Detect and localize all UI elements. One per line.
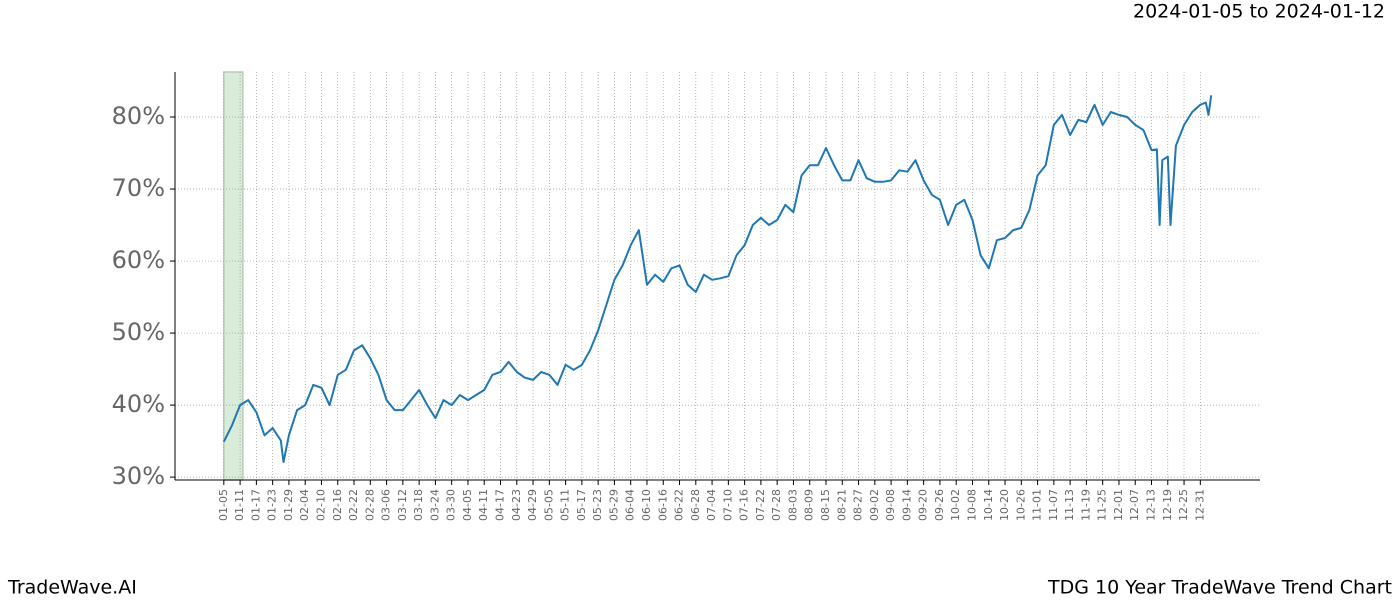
x-tick-label: 11-01 — [1031, 489, 1044, 521]
y-tick-label: 50% — [112, 318, 165, 346]
x-tick-label: 11-13 — [1063, 489, 1076, 521]
x-tick-label: 07-28 — [770, 489, 783, 521]
x-tick-label: 01-11 — [233, 489, 246, 521]
x-tick-label: 02-10 — [314, 489, 327, 521]
x-tick-label: 12-13 — [1145, 489, 1158, 521]
x-tick-label: 11-07 — [1047, 489, 1060, 521]
y-tick-label: 70% — [112, 174, 165, 202]
x-tick-label: 01-29 — [282, 489, 295, 521]
x-tick-label: 10-14 — [982, 489, 995, 521]
x-tick-label: 06-04 — [624, 489, 637, 521]
x-tick-label: 09-20 — [917, 489, 930, 521]
x-tick-label: 12-31 — [1193, 489, 1206, 521]
x-tick-label: 11-25 — [1096, 489, 1109, 521]
x-tick-label: 04-29 — [526, 489, 539, 521]
x-tick-label: 10-02 — [949, 489, 962, 521]
x-tick-label: 03-30 — [445, 489, 458, 521]
x-tick-label: 04-11 — [477, 489, 490, 521]
brand: TradeWave.AI — [7, 577, 137, 599]
x-tick-label: 01-17 — [249, 489, 262, 521]
x-tick-label: 08-21 — [835, 489, 848, 521]
x-tick-label: 10-08 — [965, 489, 978, 521]
x-tick-label: 08-27 — [852, 489, 865, 521]
x-tick-label: 07-16 — [738, 489, 751, 521]
y-tick-label: 40% — [112, 390, 165, 418]
x-tick-label: 08-15 — [819, 489, 832, 521]
x-tick-label: 02-28 — [363, 489, 376, 521]
x-tick-label: 05-23 — [591, 489, 604, 521]
x-tick-label: 06-28 — [689, 489, 702, 521]
x-tick-label: 09-14 — [900, 489, 913, 521]
x-tick-label: 02-04 — [298, 489, 311, 521]
x-tick-label: 03-24 — [428, 489, 441, 521]
x-tick-label: 07-04 — [705, 489, 718, 521]
x-tick-label: 04-23 — [510, 489, 523, 521]
trend-line — [222, 95, 1213, 463]
caption: TDG 10 Year TradeWave Trend Chart — [1047, 577, 1392, 599]
x-tick-label: 07-22 — [754, 489, 767, 521]
x-tick-label: 05-17 — [575, 489, 588, 521]
x-tick-label: 04-05 — [461, 489, 474, 521]
x-tick-label: 02-16 — [331, 489, 344, 521]
x-tick-label: 12-01 — [1112, 489, 1125, 521]
x-tick-label: 08-03 — [786, 489, 799, 521]
x-tick-label: 09-02 — [868, 489, 881, 521]
x-tick-label: 06-16 — [656, 489, 669, 521]
x-tick-label: 08-09 — [803, 489, 816, 521]
y-tick-label: 80% — [112, 102, 165, 130]
x-tick-label: 03-06 — [380, 489, 393, 521]
x-tick-label: 07-10 — [721, 489, 734, 521]
x-tick-label: 01-23 — [266, 489, 279, 521]
x-tick-label: 10-20 — [998, 489, 1011, 521]
x-tick-label: 12-07 — [1128, 489, 1141, 521]
x-tick-label: 06-22 — [673, 489, 686, 521]
x-tick-label: 04-17 — [494, 489, 507, 521]
chart-title: 2024-01-05 to 2024-01-12 — [1133, 1, 1385, 23]
x-tick-label: 10-26 — [1014, 489, 1027, 521]
x-tick-label: 09-08 — [884, 489, 897, 521]
x-tick-label: 05-29 — [607, 489, 620, 521]
x-tick-label: 02-22 — [347, 489, 360, 521]
y-tick-label: 30% — [112, 462, 165, 490]
x-tick-label: 03-18 — [412, 489, 425, 521]
x-tick-label: 03-12 — [396, 489, 409, 521]
x-tick-label: 12-19 — [1161, 489, 1174, 521]
y-tick-label: 60% — [112, 246, 165, 274]
x-tick-label: 12-25 — [1177, 489, 1190, 521]
x-tick-label: 05-05 — [542, 489, 555, 521]
x-tick-label: 11-19 — [1079, 489, 1092, 521]
x-tick-label: 06-10 — [640, 489, 653, 521]
x-tick-label: 05-11 — [559, 489, 572, 521]
x-tick-label: 09-26 — [933, 489, 946, 521]
x-tick-label: 01-05 — [217, 489, 230, 521]
